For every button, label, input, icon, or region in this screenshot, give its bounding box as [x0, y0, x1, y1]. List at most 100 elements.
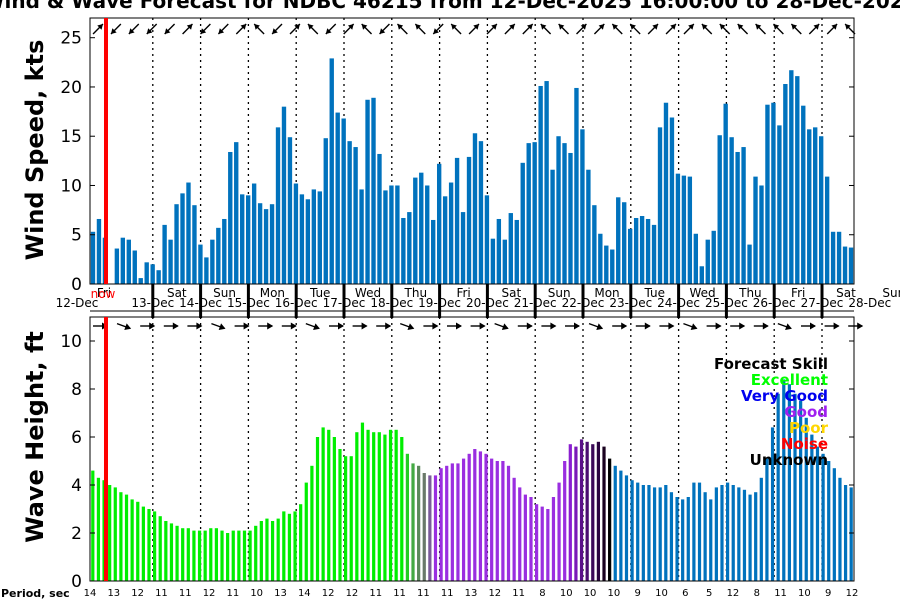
wind-bar: [478, 141, 484, 284]
wind-bar: [186, 182, 191, 284]
wave-bar: [377, 432, 381, 581]
period-value: 10: [655, 588, 668, 599]
wind-bar: [269, 204, 275, 284]
date-label: 19-Dec: [418, 296, 461, 310]
wind-arrow: [396, 23, 408, 35]
period-value: 10: [584, 588, 597, 599]
wind-arrow: [576, 23, 587, 35]
wave-bar: [669, 492, 674, 581]
wind-bar: [687, 176, 693, 284]
wave-arrow: [565, 322, 580, 330]
wave-bar: [731, 485, 735, 581]
wave-direction-arrows: [93, 322, 864, 330]
wind-bar: [299, 194, 305, 284]
wind-arrow: [92, 23, 104, 35]
wave-arrow: [305, 322, 320, 330]
day-label: Sat: [836, 286, 856, 300]
wave-bar: [467, 453, 471, 581]
wave-bar: [725, 482, 730, 581]
wind-bar: [395, 185, 400, 284]
wave-arrow: [234, 322, 250, 330]
wave-y-tick-label: 6: [71, 428, 82, 448]
date-label: 18-Dec: [370, 296, 413, 310]
wind-bar: [502, 239, 508, 284]
wave-arrow: [187, 322, 203, 330]
wind-bar: [771, 102, 776, 285]
date-label: 16-Dec: [275, 296, 318, 310]
wind-bar: [323, 138, 328, 284]
wind-bar: [389, 185, 394, 284]
wave-bar: [197, 530, 202, 581]
wave-bar: [770, 427, 775, 581]
wave-bar: [787, 384, 792, 581]
wind-bar: [234, 142, 239, 284]
period-value: 11: [227, 588, 240, 599]
wave-bar: [192, 530, 196, 581]
wave-bar: [534, 504, 539, 581]
wave-bar: [439, 468, 443, 581]
wind-bar: [693, 233, 699, 284]
wind-bar: [490, 238, 496, 284]
chart-title: Wind & Wave Forecast for NDBC 46215 from…: [0, 0, 900, 13]
wave-bar: [703, 492, 707, 581]
wave-bar: [428, 475, 432, 581]
wind-bar: [544, 81, 549, 284]
wave-bar: [821, 453, 825, 581]
wind-arrow: [235, 23, 247, 35]
wind-bar: [454, 157, 460, 284]
day-label: Wed: [355, 286, 381, 300]
wave-bar: [265, 518, 269, 581]
period-value: 11: [512, 588, 525, 599]
wind-bar: [144, 262, 149, 284]
wind-bar: [168, 239, 173, 284]
day-label: Tue: [309, 286, 331, 300]
wave-arrow: [281, 322, 297, 330]
wave-arrow: [399, 322, 415, 330]
wind-arrow: [361, 23, 373, 35]
wave-arrow: [659, 322, 675, 330]
wave-bar: [737, 487, 741, 581]
wind-bar: [329, 58, 334, 284]
period-value: 12: [322, 588, 335, 599]
wave-arrow: [635, 322, 651, 330]
wave-bar: [692, 482, 696, 581]
wave-bar: [720, 485, 724, 581]
wave-bar: [119, 492, 123, 581]
wave-bar: [136, 501, 140, 581]
day-label: Fri: [456, 286, 470, 300]
wave-bar: [147, 509, 151, 581]
wave-bar: [259, 521, 263, 581]
wave-bar: [810, 434, 814, 581]
wave-bar: [664, 485, 668, 581]
wind-bar: [723, 103, 728, 284]
wind-bar: [675, 173, 681, 284]
wave-bar: [270, 521, 275, 581]
date-label: 21-Dec: [514, 296, 557, 310]
wave-bar: [299, 504, 303, 581]
wave-bar: [529, 497, 533, 581]
wave-bar: [293, 511, 297, 581]
wave-bar: [608, 458, 612, 581]
wave-y-tick-label: 0: [71, 572, 82, 592]
wave-bar: [411, 463, 415, 581]
period-value: 8: [539, 588, 545, 599]
date-label: 13-Dec: [131, 296, 174, 310]
wind-arrow: [665, 23, 677, 35]
wind-bar: [622, 202, 627, 284]
wind-bar: [717, 135, 722, 284]
wind-y-tick-label: 0: [71, 275, 82, 295]
wind-bar: [639, 216, 645, 284]
wind-bar: [735, 151, 740, 284]
wind-bar: [240, 194, 245, 284]
wind-bar: [251, 183, 257, 284]
wave-bar: [108, 485, 112, 581]
wave-bar: [827, 461, 831, 581]
wind-bar: [699, 266, 704, 284]
day-label: Fri: [791, 286, 805, 300]
wind-bars: [90, 58, 854, 285]
wind-bar: [532, 142, 537, 284]
date-label: 26-Dec: [753, 296, 796, 310]
wind-bar: [789, 70, 794, 284]
wind-bar: [442, 196, 448, 284]
